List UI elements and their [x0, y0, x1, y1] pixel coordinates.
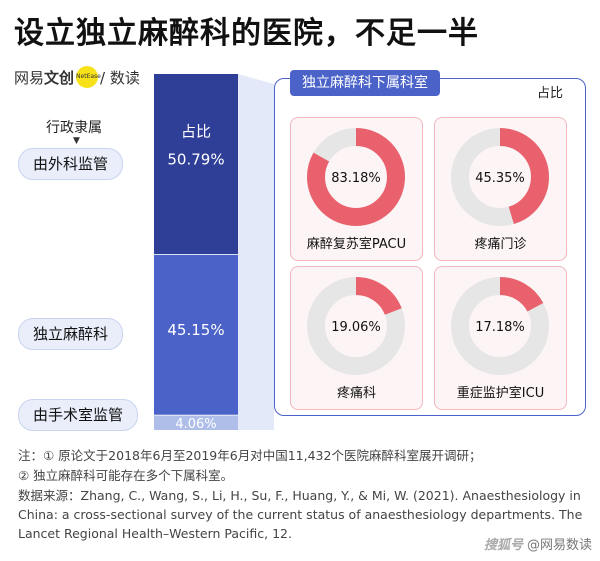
donut-caption: 疼痛科: [336, 386, 376, 401]
stack-segment: [154, 254, 238, 416]
brand-right: / 数读: [100, 68, 140, 87]
donut-card: 19.06% 疼痛科: [290, 266, 423, 410]
page-title: 设立独立麻醉科的医院，不足一半: [14, 16, 479, 51]
donut-caption: 疼痛门诊: [474, 237, 527, 252]
donut-value-label: 17.18%: [475, 320, 525, 335]
donut-chart: 17.18%: [451, 277, 549, 375]
brand-dot-icon: NetEase: [76, 66, 101, 88]
legend-label: 占比: [537, 86, 564, 101]
stack-value-label: 50.79%: [167, 150, 224, 168]
donut-value-label: 19.06%: [331, 320, 381, 335]
donut-slice: [307, 128, 405, 226]
category-pill: 由手术室监管: [18, 399, 139, 431]
donut-card: 17.18% 重症监护室ICU: [434, 266, 567, 410]
stack-value-label: 4.06%: [175, 417, 216, 432]
donut-slice: [307, 277, 405, 375]
stack-segment: [154, 74, 238, 255]
stack-segment: [154, 415, 238, 430]
donut-slice: [451, 277, 549, 375]
donut-chart: 19.06%: [307, 277, 405, 375]
watermark: 搜狐号 @网易数读: [484, 534, 592, 553]
admin-arrow-icon: ▼: [73, 136, 80, 146]
brand-left: 网易: [14, 68, 45, 87]
footnote-1: 注：① 原论文于2018年6月至2019年6月对中国11,432个医院麻醉科室展…: [18, 448, 482, 463]
category-pill: 由外科监管: [18, 148, 124, 180]
brand-mid: 文创: [44, 68, 75, 87]
donut-card: 45.35% 疼痛门诊: [434, 117, 567, 261]
donut-slice: [451, 128, 549, 226]
brand-logo: 网易 文创 NetEase / 数读: [14, 66, 140, 88]
watermark-a: 搜狐号: [483, 538, 523, 553]
footnote-2: ② 独立麻醉科可能存在多个下属科室。: [18, 468, 234, 483]
admin-header: 行政隶属: [46, 120, 102, 136]
donut-caption: 重症监护室ICU: [456, 386, 545, 401]
category-pill: 独立麻醉科: [18, 318, 124, 350]
watermark-b: @网易数读: [526, 538, 592, 553]
connector-wedge: [238, 74, 274, 430]
panel-title: 独立麻醉科下属科室: [290, 70, 440, 96]
stack-value-label: 45.15%: [167, 321, 224, 339]
donut-card: 83.18% 麻醉复苏室PACU: [290, 117, 423, 261]
donut-chart: 45.35%: [451, 128, 549, 226]
source-text: 数据来源：Zhang, C., Wang, S., Li, H., Su, F.…: [18, 488, 583, 541]
donut-value-label: 45.35%: [475, 171, 525, 186]
donut-caption: 麻醉复苏室PACU: [306, 237, 407, 252]
donut-value-label: 83.18%: [331, 171, 381, 186]
donut-chart: 83.18%: [307, 128, 405, 226]
stack-col-header: 占比: [181, 122, 211, 140]
